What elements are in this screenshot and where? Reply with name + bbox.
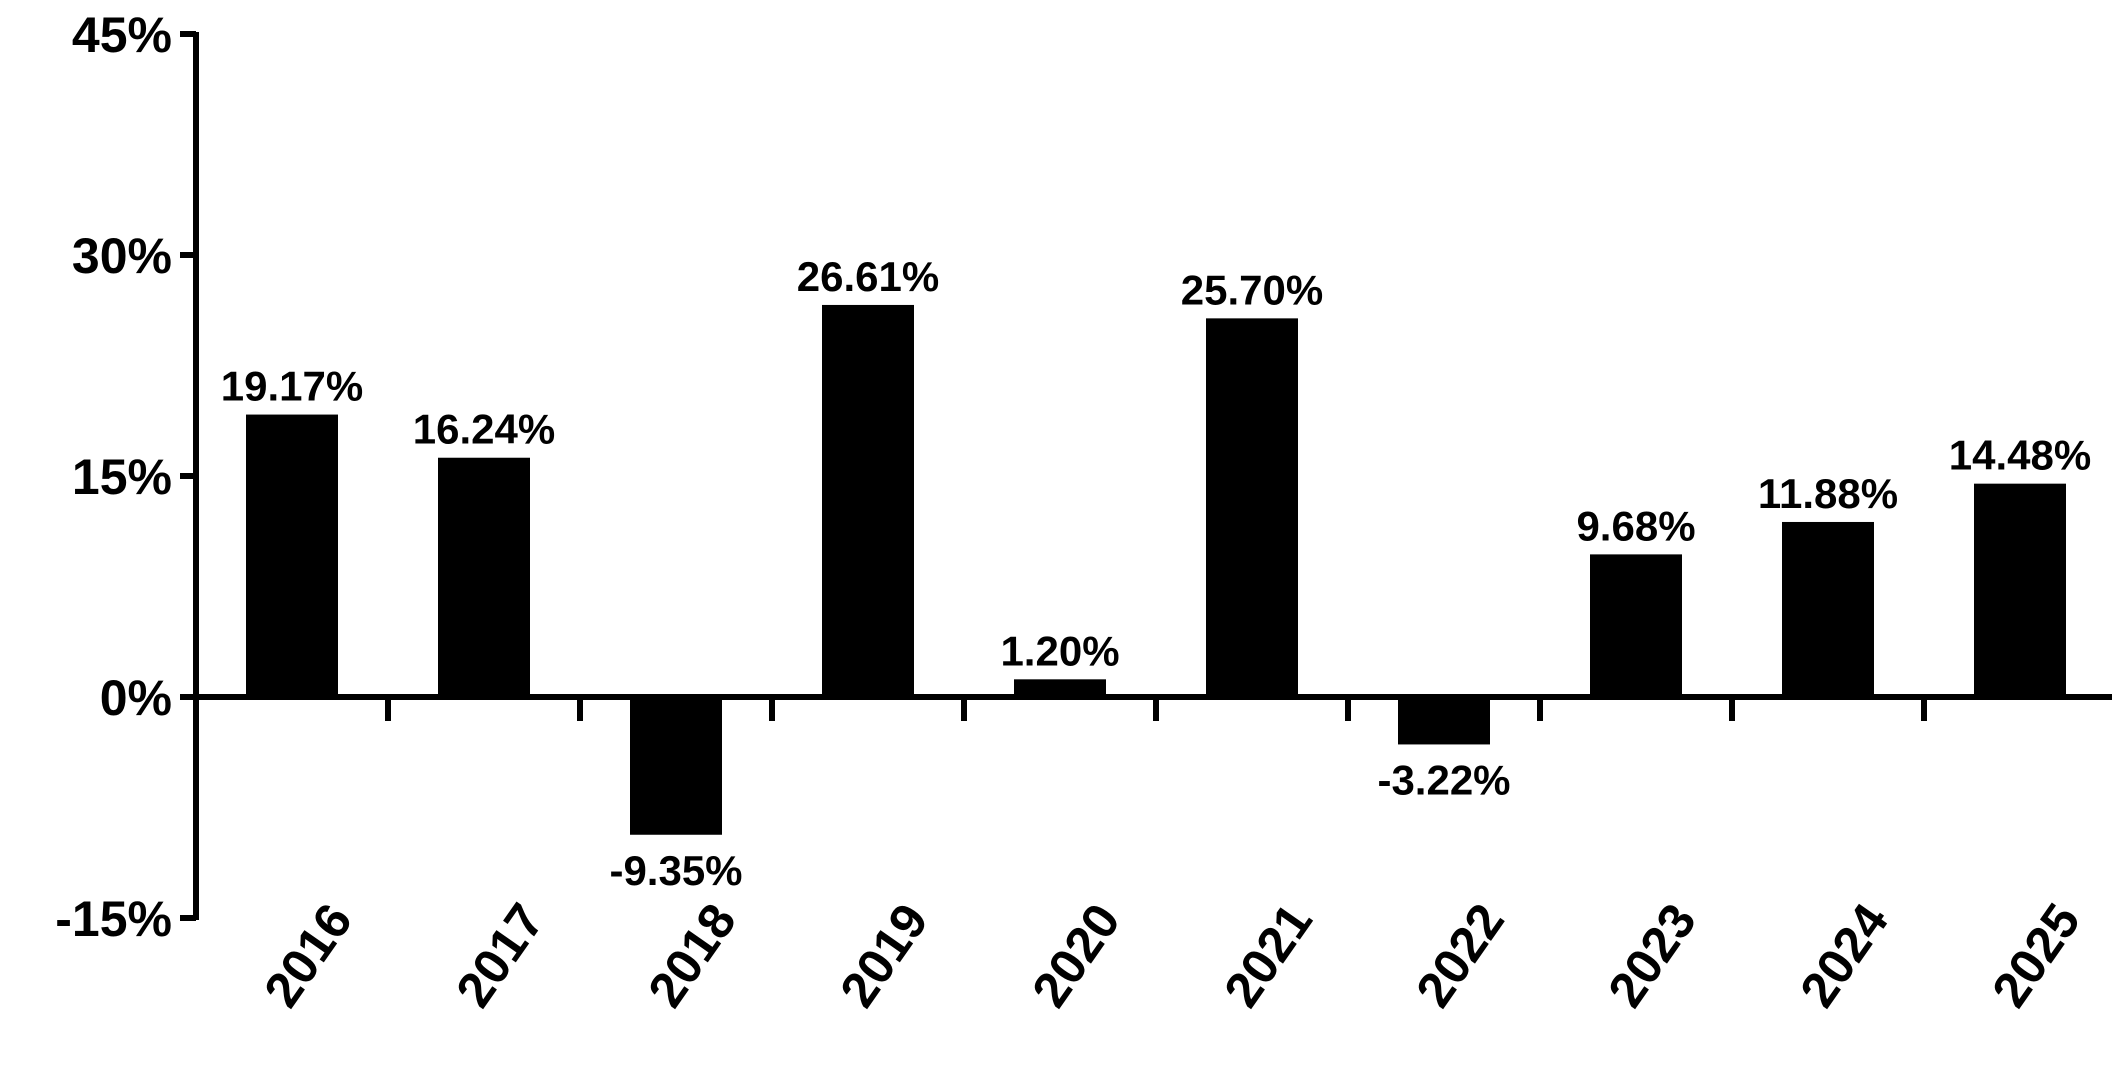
x-category-label: 2016 <box>253 894 363 1017</box>
x-category-label: 2023 <box>1597 894 1707 1017</box>
data-label: 1.20% <box>1000 627 1119 674</box>
data-label: 19.17% <box>221 363 363 410</box>
y-tick-label: 30% <box>72 228 172 284</box>
y-axis: 45% 30% 15% 0% -15% <box>55 7 199 947</box>
data-label: 9.68% <box>1576 502 1695 549</box>
bar <box>1206 318 1298 697</box>
data-label: -9.35% <box>609 847 742 894</box>
bar <box>630 697 722 835</box>
y-tick-label: -15% <box>55 891 172 947</box>
x-category-label: 2017 <box>445 894 555 1017</box>
x-category-label: 2025 <box>1981 894 2091 1017</box>
data-label: 26.61% <box>797 253 939 300</box>
y-tick-label: 15% <box>72 449 172 505</box>
x-category-label: 2020 <box>1021 894 1131 1017</box>
x-category-label: 2024 <box>1789 893 1899 1016</box>
data-label: 11.88% <box>1758 470 1898 517</box>
bar <box>438 457 530 697</box>
bar <box>1974 483 2066 697</box>
bar <box>1590 554 1682 697</box>
bar <box>1014 679 1106 697</box>
data-labels: 19.17% 16.24% -9.35% 26.61% 1.20% 25.70% -3.22… <box>221 253 2091 894</box>
bars <box>246 304 2066 835</box>
x-category-label: 2018 <box>637 894 747 1017</box>
data-label: 14.48% <box>1949 432 2091 479</box>
x-category-label: 2021 <box>1213 894 1323 1017</box>
x-category-label: 2019 <box>829 894 939 1017</box>
bar <box>1398 697 1490 745</box>
y-tick-label: 0% <box>100 670 172 726</box>
x-axis <box>196 694 2112 721</box>
y-tick-label: 45% <box>72 7 172 63</box>
data-label: 16.24% <box>413 406 555 453</box>
category-labels: 2016 2017 2018 2019 2020 2021 2022 2023 2024 2025 <box>253 893 2091 1016</box>
data-label: -3.22% <box>1377 756 1510 803</box>
x-category-label: 2022 <box>1405 894 1515 1017</box>
bar <box>246 414 338 697</box>
data-label: 25.70% <box>1181 266 1323 313</box>
bar <box>1782 521 1874 697</box>
bar <box>822 304 914 697</box>
